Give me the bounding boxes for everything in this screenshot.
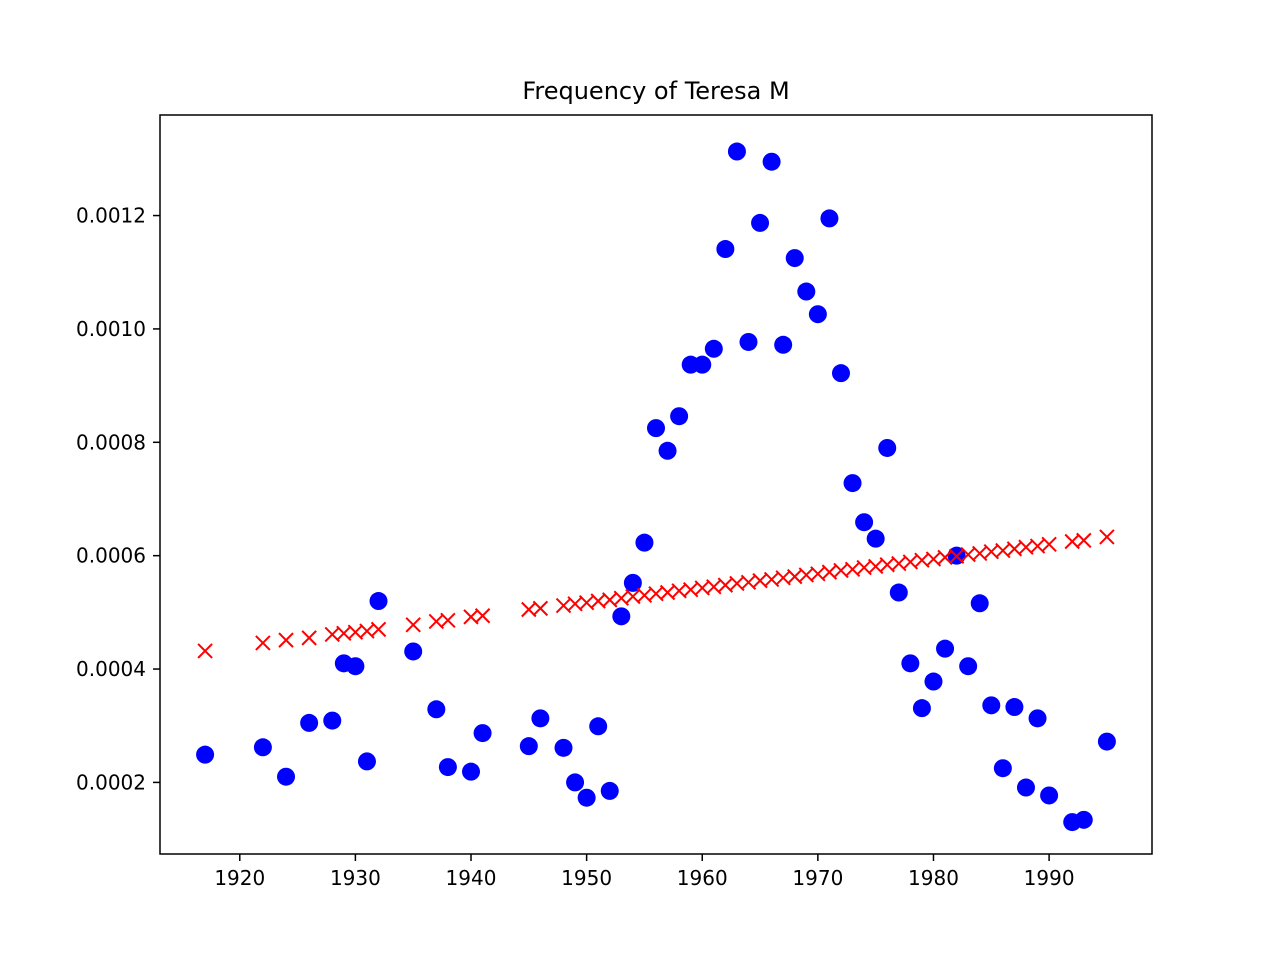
blue-circle-point [647, 419, 665, 438]
blue-circle-point [300, 713, 319, 732]
plot-area-frame [159, 114, 1153, 855]
y-tick-label: 0.0012 [76, 204, 146, 228]
red-x-point [532, 600, 549, 617]
blue-circle-point [912, 699, 931, 718]
blue-circle-point [427, 700, 446, 719]
blue-circle-point [357, 752, 376, 771]
blue-circle-point [855, 513, 874, 532]
x-tick-label: 1970 [792, 866, 843, 890]
blue-circle-point [820, 209, 839, 228]
blue-circle-point [473, 724, 492, 743]
blue-circle-point [1074, 810, 1093, 829]
blue-circle-point [404, 642, 423, 661]
blue-circle-point [566, 773, 585, 792]
blue-circle-point [785, 249, 804, 268]
blue-circle-point [1040, 786, 1059, 805]
red-x-point [370, 621, 387, 638]
red-x-point [278, 632, 294, 648]
blue-circle-point [693, 355, 712, 374]
blue-circle-point [277, 767, 296, 786]
x-tick-label: 1950 [561, 866, 612, 890]
red-x-point [405, 617, 421, 633]
x-tick-label: 1980 [908, 866, 959, 890]
blue-circle-point [936, 639, 955, 658]
blue-circle-point [531, 709, 550, 728]
blue-circle-point [704, 339, 723, 358]
blue-circle-point [346, 657, 365, 676]
blue-circle-point [866, 529, 885, 548]
blue-circle-point [739, 332, 758, 351]
blue-circle-point [253, 738, 272, 757]
blue-circle-point [519, 737, 538, 756]
blue-circle-point [878, 438, 897, 457]
blue-circle-point [889, 583, 908, 602]
red-x-point [440, 612, 456, 628]
blue-circle-point [797, 282, 816, 301]
red-x-point [197, 643, 213, 659]
blue-circle-point [369, 592, 388, 611]
blue-circle-point [462, 762, 481, 781]
blue-circle-point [196, 745, 215, 764]
blue-circle-point [808, 305, 827, 324]
x-tick-label: 1920 [214, 866, 265, 890]
blue-circle-point [612, 607, 631, 626]
plot-marks [196, 142, 1116, 832]
blue-circle-point [924, 672, 943, 691]
blue-circle-point [438, 758, 457, 777]
x-tick-label: 1930 [330, 866, 381, 890]
x-tick-label: 1960 [677, 866, 728, 890]
red-x-point [255, 635, 271, 651]
blue-circle-point [843, 474, 862, 493]
blue-circle-point [959, 657, 978, 676]
blue-circle-point [554, 738, 573, 757]
x-tick-label: 1990 [1024, 866, 1075, 890]
chart-title: Frequency of Teresa M [522, 77, 789, 105]
blue-circle-point [1097, 732, 1116, 751]
blue-circle-point [1028, 709, 1047, 728]
red-x-point [1076, 532, 1092, 549]
blue-circle-point [1016, 778, 1035, 797]
blue-circle-point [774, 335, 793, 354]
blue-circle-point [323, 711, 342, 730]
x-axis-ticks: 1920 1930 1940 1950 1960 1970 1980 1990 [214, 854, 1075, 890]
blue-circle-point [658, 441, 677, 460]
blue-circle-point [635, 533, 654, 552]
blue-circle-point [1005, 698, 1024, 717]
x-tick-label: 1940 [446, 866, 497, 890]
blue-circle-point [901, 654, 920, 673]
blue-circle-point [970, 594, 989, 613]
y-tick-label: 0.0010 [76, 317, 146, 341]
red-x-point [301, 630, 317, 646]
red-x-point [474, 608, 491, 624]
blue-circle-point [623, 573, 642, 592]
y-tick-label: 0.0002 [76, 770, 146, 794]
blue-circle-point [716, 240, 735, 259]
blue-circle-point [751, 213, 770, 232]
y-axis-ticks: 0.0002 0.0004 0.0006 0.0008 0.0010 0.0012 [76, 204, 160, 794]
blue-circle-point [727, 142, 746, 161]
blue-circle-point [670, 407, 689, 426]
blue-circle-point [577, 788, 596, 807]
blue-circle-point [589, 717, 608, 736]
y-tick-label: 0.0004 [76, 657, 146, 681]
blue-circle-point [982, 696, 1001, 715]
y-tick-label: 0.0006 [76, 544, 146, 568]
red-x-point [1041, 536, 1057, 553]
y-tick-label: 0.0008 [76, 430, 146, 454]
blue-circle-point [831, 364, 850, 383]
blue-circle-point [762, 152, 781, 171]
blue-circle-point [993, 759, 1012, 778]
red-x-point [1099, 529, 1115, 545]
blue-circle-point [600, 781, 619, 800]
